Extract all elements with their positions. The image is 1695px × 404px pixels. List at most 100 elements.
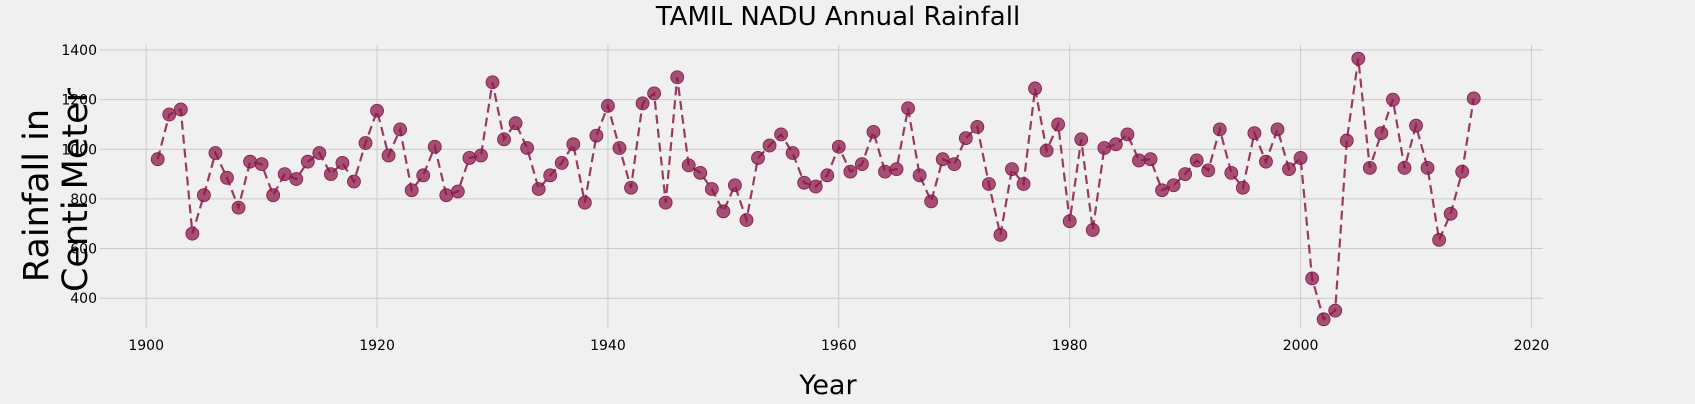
- data-point: [647, 86, 662, 101]
- data-point: [1097, 141, 1112, 155]
- data-point: [358, 136, 373, 150]
- data-point: [393, 122, 408, 137]
- data-point: [266, 188, 281, 203]
- data-point: [901, 101, 915, 116]
- data-point: [1443, 206, 1458, 221]
- data-point: [543, 168, 558, 183]
- data-point: [185, 226, 200, 241]
- y-tick-label: 800: [70, 192, 97, 208]
- data-point: [404, 183, 419, 198]
- data-point: [1432, 232, 1447, 247]
- data-point: [831, 139, 846, 154]
- data-point: [728, 178, 742, 193]
- data-point: [347, 174, 361, 189]
- data-point: [947, 157, 962, 172]
- data-point: [196, 188, 211, 203]
- data-point: [704, 182, 719, 196]
- x-tick-label: 1960: [821, 338, 857, 354]
- data-point: [601, 98, 615, 113]
- x-tick-label: 2020: [1514, 338, 1550, 354]
- data-point: [1155, 183, 1169, 198]
- data-point: [958, 131, 973, 145]
- data-point: [820, 168, 835, 183]
- data-point: [1362, 160, 1377, 175]
- data-point: [277, 167, 292, 181]
- x-axis-label: Year: [798, 370, 857, 401]
- data-point: [173, 102, 188, 117]
- data-point: [162, 107, 177, 122]
- data-point: [520, 141, 535, 155]
- data-point: [889, 162, 904, 177]
- y-axis-label: Rainfall in Centi Meter: [17, 87, 96, 292]
- data-point: [635, 96, 650, 111]
- data-point: [335, 156, 350, 170]
- data-point: [566, 137, 581, 152]
- data-point: [935, 152, 950, 167]
- data-point: [416, 168, 431, 183]
- data-point: [797, 175, 812, 190]
- y-tick-label: 600: [70, 242, 97, 258]
- data-point: [1316, 312, 1331, 327]
- data-point: [1201, 163, 1216, 178]
- data-point: [1132, 153, 1146, 168]
- data-point: [970, 120, 985, 134]
- data-point: [439, 188, 454, 203]
- chart-title: TAMIL NADU Annual Rainfall: [655, 2, 1020, 32]
- data-point: [1005, 162, 1019, 177]
- data-point: [1016, 177, 1031, 191]
- data-point: [474, 148, 488, 163]
- data-point: [589, 128, 604, 143]
- data-point: [150, 152, 165, 167]
- data-point: [1270, 122, 1285, 137]
- y-tick-label: 1000: [61, 142, 97, 158]
- data-point: [1305, 271, 1320, 286]
- x-tick-label: 1980: [1052, 338, 1088, 354]
- y-axis-label-line-1: Rainfall in: [17, 109, 57, 282]
- data-point: [1386, 92, 1400, 107]
- data-point: [1108, 137, 1123, 152]
- data-point: [1039, 143, 1054, 158]
- data-point: [1212, 122, 1227, 137]
- data-point: [1120, 127, 1135, 142]
- data-point: [427, 139, 442, 154]
- data-point: [300, 154, 315, 169]
- data-point: [612, 141, 627, 155]
- data-point: [1247, 126, 1262, 141]
- data-point: [1351, 51, 1366, 66]
- data-point: [1466, 91, 1481, 106]
- data-point: [716, 204, 731, 219]
- data-point: [1397, 160, 1412, 175]
- data-point: [1178, 167, 1193, 181]
- data-point: [1028, 81, 1042, 96]
- data-point: [323, 167, 338, 181]
- data-point: [1420, 160, 1435, 175]
- data-point: [208, 146, 223, 160]
- data-point: [1282, 162, 1296, 177]
- data-point: [762, 138, 777, 153]
- data-point: [1293, 151, 1308, 165]
- y-axis-label-line-2: Centi Meter: [56, 87, 96, 292]
- data-point: [912, 168, 927, 183]
- x-tick-label: 2000: [1283, 338, 1319, 354]
- data-point: [693, 165, 708, 180]
- data-point: [450, 184, 465, 199]
- y-tick-label: 1200: [61, 93, 97, 109]
- data-point: [1409, 118, 1423, 133]
- data-point: [1374, 126, 1389, 141]
- y-tick-label: 1400: [61, 43, 97, 59]
- data-point: [1085, 223, 1100, 237]
- data-point: [855, 157, 869, 172]
- x-tick-label: 1920: [359, 338, 395, 354]
- data-point: [624, 180, 638, 195]
- data-point: [878, 164, 892, 179]
- data-point: [739, 213, 754, 227]
- data-point: [1224, 165, 1239, 180]
- data-point: [785, 146, 800, 160]
- data-point: [577, 195, 592, 210]
- data-point: [808, 179, 823, 194]
- data-point: [843, 164, 858, 179]
- data-point: [1143, 152, 1158, 167]
- data-point: [1189, 153, 1204, 168]
